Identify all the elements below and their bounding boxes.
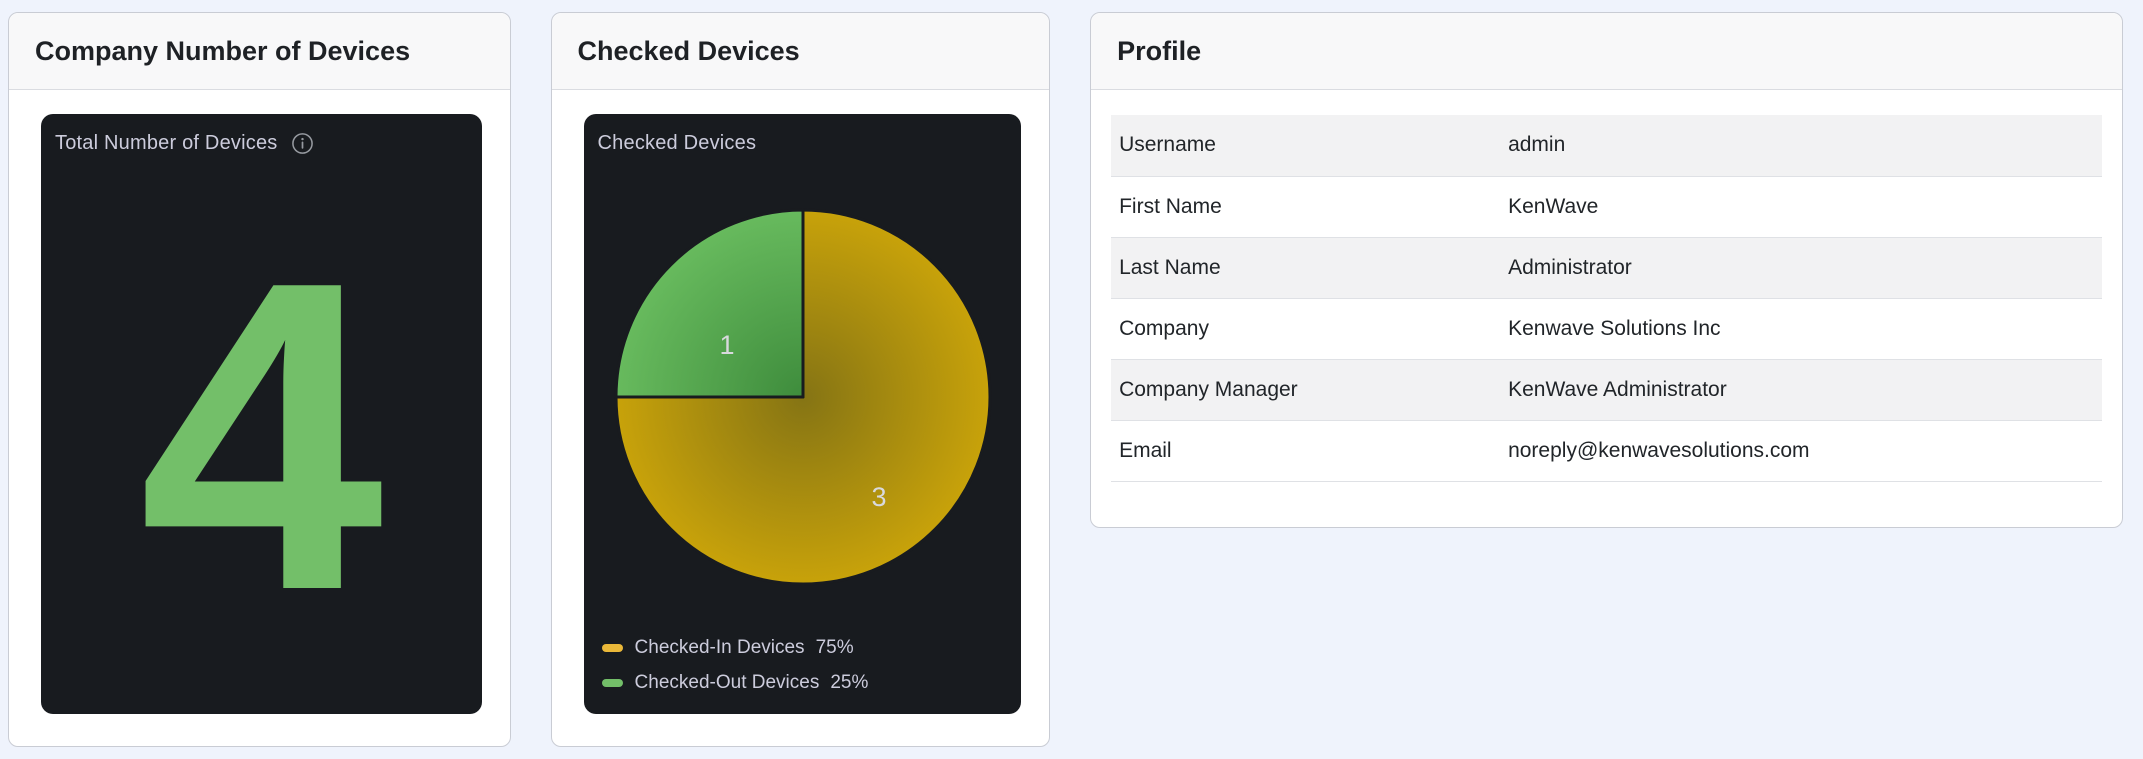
field-value: KenWave (1500, 176, 2102, 238)
total-devices-value: 4 (138, 190, 384, 682)
legend-percent: 75% (815, 636, 854, 658)
pie-legend: Checked-In Devices 75% Checked-Out Devic… (601, 630, 869, 700)
field-label: Email (1111, 420, 1501, 482)
company-devices-card: Company Number of Devices Total Number o… (8, 12, 511, 747)
field-value: Administrator (1500, 237, 2102, 299)
pie-slice-checked-out[interactable] (614, 208, 805, 399)
profile-card: Profile Username admin First Name KenWav… (1090, 12, 2123, 528)
profile-card-body: Username admin First Name KenWave Last N… (1091, 90, 2122, 527)
field-label: Company (1111, 298, 1501, 360)
field-label: Company Manager (1111, 359, 1501, 421)
profile-card-header: Profile (1091, 13, 2122, 90)
info-circle-icon[interactable] (291, 132, 314, 155)
checked-devices-card: Checked Devices Checked Devices (550, 12, 1051, 747)
legend-item-checked-out[interactable]: Checked-Out Devices 25% (601, 665, 869, 700)
profile-table: Username admin First Name KenWave Last N… (1111, 115, 2102, 482)
pie-chart: 3 1 (614, 208, 992, 586)
field-value: noreply@kenwavesolutions.com (1500, 420, 2102, 482)
field-label: First Name (1111, 176, 1501, 238)
field-label: Last Name (1111, 237, 1501, 299)
stat-panel-title: Total Number of Devices (55, 132, 278, 154)
pie-label-checked-in: 3 (871, 482, 886, 512)
field-label: Username (1111, 115, 1501, 177)
legend-label: Checked-In Devices (634, 636, 805, 658)
legend-swatch-yellow (601, 643, 623, 652)
pie-panel-title: Checked Devices (597, 132, 757, 154)
field-value: admin (1500, 115, 2102, 177)
checked-devices-pie-panel: Checked Devices (583, 114, 1022, 714)
company-devices-card-body: Total Number of Devices 4 (9, 90, 510, 746)
checked-devices-card-header: Checked Devices (551, 13, 1050, 90)
checked-devices-card-body: Checked Devices (552, 90, 1050, 746)
table-row: Email noreply@kenwavesolutions.com (1111, 420, 2102, 482)
table-row: Company Kenwave Solutions Inc (1111, 298, 2102, 360)
company-devices-card-header: Company Number of Devices (9, 13, 510, 90)
legend-percent: 25% (830, 671, 869, 693)
field-value: KenWave Administrator (1500, 359, 2102, 421)
total-devices-stat-panel: Total Number of Devices 4 (41, 114, 482, 714)
table-row: Username admin (1111, 115, 2102, 177)
legend-label: Checked-Out Devices (634, 671, 820, 693)
pie-panel-header: Checked Devices (584, 114, 1022, 158)
legend-item-checked-in[interactable]: Checked-In Devices 75% (601, 630, 869, 665)
table-row: First Name KenWave (1111, 176, 2102, 238)
table-row: Company Manager KenWave Administrator (1111, 359, 2102, 421)
field-value: Kenwave Solutions Inc (1500, 298, 2102, 360)
stat-panel-header: Total Number of Devices (41, 114, 482, 158)
legend-swatch-green (601, 678, 623, 687)
pie-label-checked-out: 1 (719, 330, 734, 360)
table-row: Last Name Administrator (1111, 237, 2102, 299)
